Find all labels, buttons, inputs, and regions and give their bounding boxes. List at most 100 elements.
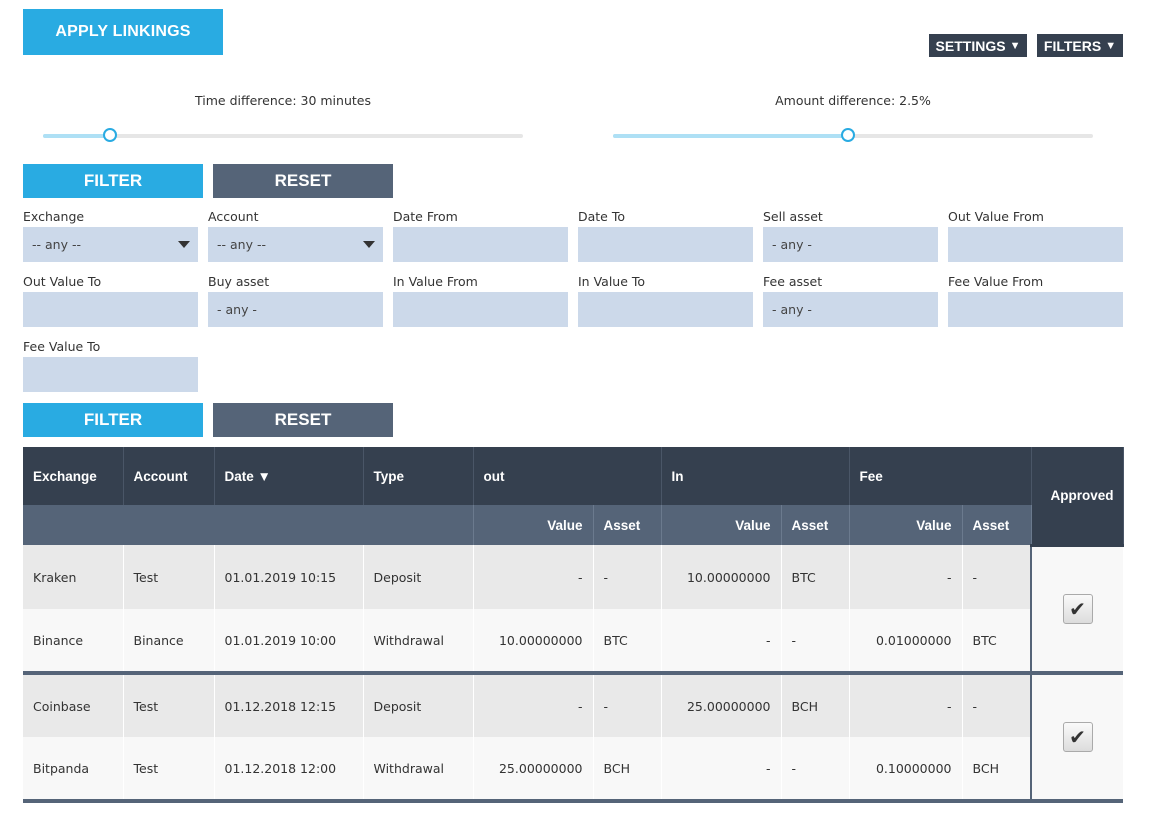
cell-type: Deposit: [363, 673, 474, 737]
filter-sell-asset: Sell asset - any -: [763, 209, 938, 262]
cell-out-asset: BTC: [593, 609, 662, 675]
filter-buy-asset-label: Buy asset: [208, 274, 270, 289]
cell-in-value: -: [661, 737, 782, 803]
col-exchange-header[interactable]: Exchange: [23, 447, 124, 505]
filters-label: FILTERS: [1043, 37, 1102, 54]
cell-in-value: -: [661, 609, 782, 675]
reset-button-top[interactable]: RESET: [213, 164, 393, 198]
time-slider-fill: [43, 134, 111, 138]
account-select[interactable]: -- any --: [208, 227, 383, 262]
filter-sell-asset-label: Sell asset: [763, 209, 823, 224]
cell-date: 01.12.2018 12:15: [214, 673, 364, 737]
cell-account: Test: [123, 737, 215, 803]
cell-in-value: 10.00000000: [661, 545, 782, 609]
cell-fee-value: 0.01000000: [849, 609, 963, 675]
time-slider-handle[interactable]: [103, 128, 118, 142]
filter-button-bottom[interactable]: FILTER: [23, 403, 203, 437]
cell-fee-value: -: [849, 673, 963, 737]
cell-approved: ✔: [1030, 545, 1124, 675]
amount-difference-slider[interactable]: [613, 128, 1093, 142]
exchange-select-value: -- any --: [32, 237, 81, 252]
cell-out-value: 25.00000000: [473, 737, 594, 803]
out-value-from-input[interactable]: [948, 227, 1123, 262]
col-in-asset-header[interactable]: Asset: [781, 505, 850, 545]
date-to-input[interactable]: [578, 227, 753, 262]
cell-out-value: -: [473, 673, 594, 737]
cell-fee-asset: -: [962, 673, 1032, 737]
reset-button-bottom[interactable]: RESET: [213, 403, 393, 437]
filter-fee-value-from: Fee Value From: [948, 274, 1123, 327]
table-row: Coinbase Test 01.12.2018 12:15 Deposit -…: [23, 673, 1124, 803]
filter-in-value-to-label: In Value To: [578, 274, 646, 289]
cell-in-asset: -: [781, 609, 850, 675]
col-out-header: out: [473, 447, 662, 505]
cell-out-asset: BCH: [593, 737, 662, 803]
fee-asset-input[interactable]: - any -: [763, 292, 938, 327]
filter-out-value-to: Out Value To: [23, 274, 198, 327]
col-date-header[interactable]: Date ▼: [214, 447, 364, 505]
cell-fee-asset: -: [962, 545, 1032, 609]
col-out-asset-header[interactable]: Asset: [593, 505, 662, 545]
cell-out-asset: -: [593, 545, 662, 609]
cell-in-value: 25.00000000: [661, 673, 782, 737]
cell-fee-value: 0.10000000: [849, 737, 963, 803]
account-select-value: -- any --: [217, 237, 266, 252]
filter-date-to-label: Date To: [578, 209, 626, 224]
fee-value-from-input[interactable]: [948, 292, 1123, 327]
cell-account: Binance: [123, 609, 215, 675]
amount-slider-fill: [613, 134, 849, 138]
cell-date: 01.01.2019 10:15: [214, 545, 364, 609]
cell-account: Test: [123, 545, 215, 609]
cell-fee-value: -: [849, 545, 963, 609]
buy-asset-input[interactable]: - any -: [208, 292, 383, 327]
cell-date: 01.01.2019 10:00: [214, 609, 364, 675]
filter-exchange-label: Exchange: [23, 209, 85, 224]
fee-value-to-input[interactable]: [23, 357, 198, 392]
in-value-to-input[interactable]: [578, 292, 753, 327]
col-fee-value-header[interactable]: Value: [849, 505, 963, 545]
date-from-input[interactable]: [393, 227, 568, 262]
filter-fee-value-from-label: Fee Value From: [948, 274, 1044, 289]
out-value-to-input[interactable]: [23, 292, 198, 327]
time-difference-slider[interactable]: [43, 128, 523, 142]
approved-checkbox[interactable]: ✔: [1062, 593, 1093, 624]
col-in-value-header[interactable]: Value: [661, 505, 782, 545]
filter-in-value-from: In Value From: [393, 274, 568, 327]
col-fee-asset-header[interactable]: Asset: [962, 505, 1032, 545]
cell-out-asset: -: [593, 673, 662, 737]
filter-button-top[interactable]: FILTER: [23, 164, 203, 198]
settings-dropdown-button[interactable]: SETTINGS ▼: [929, 34, 1027, 57]
in-value-from-input[interactable]: [393, 292, 568, 327]
amount-slider-handle[interactable]: [841, 128, 856, 142]
filter-account-label: Account: [208, 209, 259, 224]
filters-dropdown-button[interactable]: FILTERS ▼: [1037, 34, 1123, 57]
col-in-header: In: [661, 447, 850, 505]
approved-checkbox[interactable]: ✔: [1062, 722, 1093, 752]
filter-fee-asset: Fee asset - any -: [763, 274, 938, 327]
linkings-table: Exchange Account Date ▼ Type out In Fee …: [23, 447, 1124, 803]
table-row: Binance Binance 01.01.2019 10:00 Withdra…: [23, 609, 1123, 675]
cell-type: Withdrawal: [363, 609, 474, 675]
cell-out-value: -: [473, 545, 594, 609]
amount-difference-label: Amount difference: 2.5%: [775, 93, 931, 108]
sell-asset-input[interactable]: - any -: [763, 227, 938, 262]
col-approved-header: Approved: [1031, 447, 1124, 547]
col-out-value-header[interactable]: Value: [473, 505, 594, 545]
settings-label: SETTINGS: [935, 37, 1006, 54]
filter-out-value-to-label: Out Value To: [23, 274, 102, 289]
table-row: Kraken Test 01.01.2019 10:15 Deposit - -…: [23, 545, 1124, 675]
filter-fee-value-to-label: Fee Value To: [23, 339, 101, 354]
exchange-select[interactable]: -- any --: [23, 227, 198, 262]
filter-buy-asset: Buy asset - any -: [208, 274, 383, 327]
cell-account: Test: [123, 673, 215, 737]
filter-fee-asset-label: Fee asset: [763, 274, 823, 289]
col-account-header[interactable]: Account: [123, 447, 215, 505]
col-type-header[interactable]: Type: [363, 447, 474, 505]
table-row: Bitpanda Test 01.12.2018 12:00 Withdrawa…: [23, 737, 1123, 803]
apply-linkings-button[interactable]: APPLY LINKINGS: [23, 9, 223, 55]
cell-in-asset: BTC: [781, 545, 850, 609]
cell-exchange: Binance: [23, 609, 124, 675]
filter-out-value-from-label: Out Value From: [948, 209, 1044, 224]
cell-exchange: Kraken: [23, 545, 124, 609]
cell-type: Withdrawal: [363, 737, 474, 803]
